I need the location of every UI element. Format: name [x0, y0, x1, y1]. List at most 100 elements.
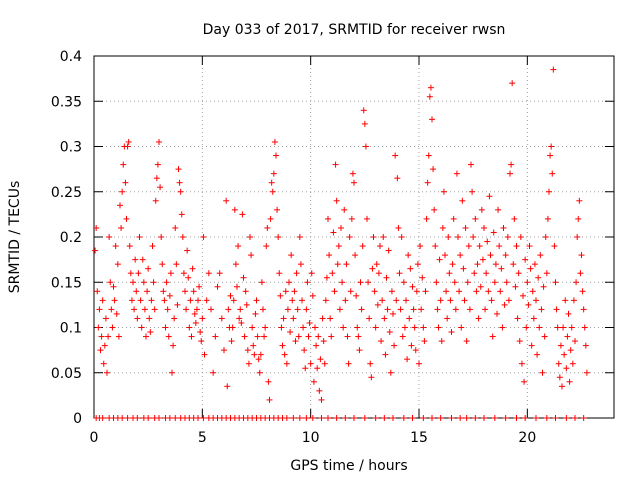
- data-point: [420, 324, 427, 331]
- data-point: [566, 378, 573, 385]
- data-point: [235, 243, 242, 250]
- data-point: [562, 297, 569, 304]
- data-point: [382, 351, 389, 358]
- data-point: [459, 197, 466, 204]
- data-point: [274, 206, 281, 213]
- data-point: [356, 347, 363, 354]
- data-point: [240, 274, 247, 281]
- data-point: [469, 188, 476, 195]
- data-point: [505, 297, 512, 304]
- data-point: [289, 297, 296, 304]
- data-point: [387, 369, 394, 376]
- data-point: [526, 243, 533, 250]
- data-point: [104, 369, 110, 376]
- x-tick-label: 5: [198, 430, 207, 446]
- x-tick-label: 10: [302, 430, 320, 446]
- data-point: [123, 215, 130, 222]
- data-point: [378, 338, 385, 345]
- data-point: [327, 315, 334, 322]
- data-point: [487, 252, 494, 259]
- data-point: [429, 415, 435, 421]
- data-point: [409, 283, 416, 290]
- data-point: [361, 415, 368, 421]
- data-point: [307, 360, 314, 367]
- data-point: [316, 387, 323, 394]
- data-point: [393, 297, 400, 304]
- data-point: [583, 369, 590, 376]
- data-point: [132, 256, 139, 263]
- y-tick-label: 0.05: [51, 366, 82, 382]
- data-point: [401, 324, 408, 331]
- data-point: [214, 283, 221, 290]
- data-point: [115, 333, 122, 340]
- data-point: [553, 306, 560, 313]
- data-point: [486, 193, 493, 200]
- data-point: [371, 288, 378, 295]
- data-point: [547, 152, 554, 159]
- data-point: [374, 301, 381, 308]
- data-point: [183, 306, 190, 313]
- data-point: [329, 270, 336, 277]
- data-point: [452, 306, 459, 313]
- data-point: [463, 338, 470, 345]
- data-point: [488, 297, 495, 304]
- data-point: [408, 342, 415, 349]
- data-point: [491, 415, 498, 421]
- data-point: [528, 342, 535, 349]
- data-point: [464, 279, 471, 286]
- data-point: [309, 292, 316, 299]
- data-point: [296, 234, 303, 240]
- data-point: [106, 234, 113, 240]
- data-point: [496, 243, 503, 250]
- data-point: [421, 338, 428, 345]
- data-point: [258, 279, 265, 286]
- data-point: [173, 261, 180, 268]
- data-point: [489, 333, 496, 340]
- data-point: [405, 252, 412, 259]
- data-point: [198, 338, 205, 345]
- data-point: [321, 360, 328, 367]
- data-point: [113, 310, 120, 317]
- data-point: [578, 252, 585, 259]
- data-point: [543, 270, 550, 277]
- data-point: [567, 347, 574, 354]
- data-point: [160, 288, 167, 295]
- data-point: [476, 243, 483, 250]
- data-point: [193, 306, 200, 313]
- y-tick-label: 0.4: [60, 49, 82, 65]
- data-point: [230, 297, 237, 304]
- data-point: [158, 234, 165, 240]
- data-point: [107, 279, 114, 286]
- data-point: [102, 315, 109, 322]
- data-point: [200, 234, 207, 240]
- data-point: [491, 279, 498, 286]
- y-tick-label: 0.35: [51, 94, 82, 110]
- data-point: [175, 166, 182, 173]
- data-point: [391, 342, 398, 349]
- data-point: [483, 270, 490, 277]
- data-point: [236, 315, 243, 322]
- data-point: [557, 342, 564, 349]
- data-point: [390, 310, 396, 317]
- data-point: [131, 306, 138, 313]
- data-point: [478, 206, 485, 213]
- data-point: [380, 234, 387, 240]
- data-point: [315, 333, 322, 340]
- data-point: [555, 360, 562, 367]
- data-point: [305, 333, 312, 340]
- data-point: [395, 224, 402, 231]
- data-point: [340, 324, 347, 331]
- data-point: [457, 415, 464, 421]
- data-point: [182, 288, 188, 295]
- data-point: [249, 324, 256, 331]
- data-point: [500, 224, 507, 231]
- data-point: [512, 283, 519, 290]
- data-point: [474, 261, 481, 268]
- data-point: [479, 256, 486, 263]
- data-point: [157, 184, 164, 191]
- data-point: [461, 297, 468, 304]
- data-point: [365, 279, 372, 286]
- data-point: [163, 279, 170, 286]
- data-point: [237, 306, 244, 313]
- data-point: [92, 247, 99, 254]
